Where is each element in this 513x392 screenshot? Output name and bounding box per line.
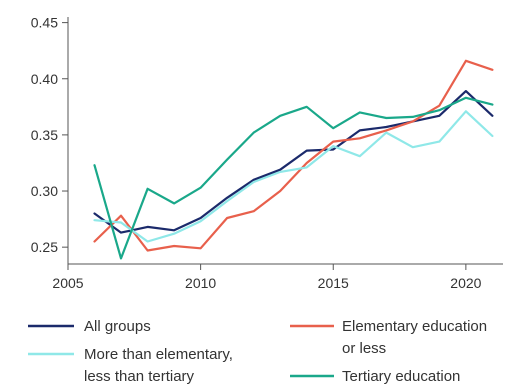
legend-label: or less — [342, 340, 386, 357]
plot-lines — [93, 59, 494, 260]
series-line-2 — [93, 59, 494, 252]
x-axis: 2005 2010 2015 2020 — [52, 263, 503, 291]
x-tick-label: 2010 — [185, 275, 216, 291]
series-line-3 — [93, 110, 494, 243]
y-tick-label: 0.35 — [31, 127, 58, 143]
y-tick-label: 0.45 — [31, 15, 58, 31]
legend-label: All groups — [84, 318, 151, 335]
y-axis: 0.25 0.30 0.35 0.40 0.45 — [31, 15, 69, 264]
legend-entry: Tertiary education — [290, 368, 460, 385]
legend-label: less than tertiary — [84, 368, 195, 385]
legend-label: More than elementary, — [84, 346, 233, 363]
y-tick-label: 0.40 — [31, 71, 58, 87]
y-tick-label: 0.25 — [31, 239, 58, 255]
x-axis-ticks: 2005 2010 2015 2020 — [52, 264, 482, 291]
x-tick-label: 2020 — [450, 275, 481, 291]
legend: All groups Elementary education or less Mor… — [28, 318, 487, 385]
x-tick-label: 2005 — [52, 275, 83, 291]
legend-entry: More than elementary, less than tertiary — [28, 346, 233, 385]
legend-label: Tertiary education — [342, 368, 460, 385]
legend-entry: All groups — [28, 318, 151, 335]
legend-label: Elementary education — [342, 318, 487, 335]
y-axis-ticks: 0.25 0.30 0.35 0.40 0.45 — [31, 15, 68, 255]
x-tick-label: 2015 — [318, 275, 349, 291]
series-line-1 — [93, 89, 494, 234]
legend-entry: Elementary education or less — [290, 318, 487, 357]
y-tick-label: 0.30 — [31, 183, 58, 199]
series-line-4 — [93, 96, 494, 260]
